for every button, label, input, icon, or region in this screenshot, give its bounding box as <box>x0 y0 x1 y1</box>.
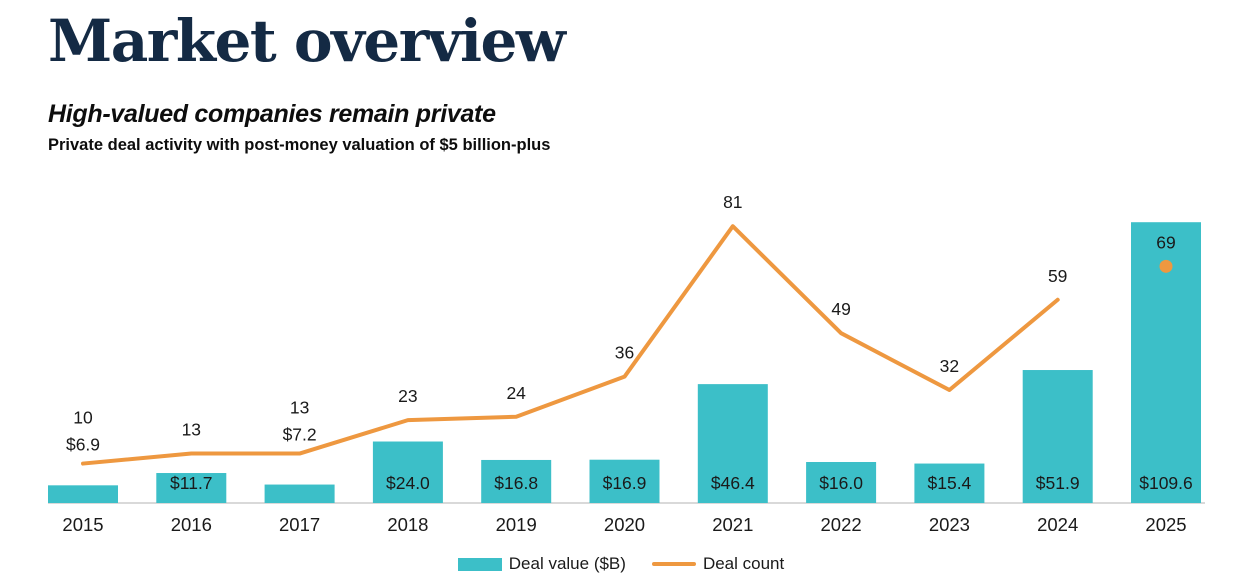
legend-item-deal-count: Deal count <box>651 554 785 574</box>
count-label-2024: 59 <box>1048 266 1067 286</box>
bar-2015 <box>48 485 118 503</box>
chart-subtitle: High-valued companies remain private <box>48 99 496 128</box>
deal-value-swatch-icon <box>457 557 502 571</box>
bar-value-label-2020: $16.9 <box>603 473 647 493</box>
bar-value-label-2025: $109.6 <box>1139 473 1193 493</box>
x-axis-label-2019: 2019 <box>496 514 537 535</box>
bar-2019 <box>481 459 552 503</box>
x-axis-label-2015: 2015 <box>62 514 103 535</box>
deal-count-point-2025 <box>1159 259 1173 273</box>
count-label-2016: 13 <box>182 420 201 440</box>
count-label-2022: 49 <box>831 299 850 319</box>
bar-2018 <box>372 441 443 503</box>
count-label-2021: 81 <box>723 192 742 212</box>
bar-value-label-2015: $6.9 <box>66 435 100 455</box>
count-label-2020: 36 <box>615 343 634 363</box>
bar-value-label-2021: $46.4 <box>711 473 755 493</box>
bar-2022 <box>806 462 877 503</box>
x-axis-label-2022: 2022 <box>821 514 862 535</box>
count-label-2023: 32 <box>940 356 959 376</box>
bar-value-label-2016: $11.7 <box>170 473 213 493</box>
bar-2024 <box>1022 370 1093 503</box>
bar-value-label-2019: $16.8 <box>494 473 538 493</box>
x-axis-label-2020: 2020 <box>604 514 645 535</box>
x-axis-label-2016: 2016 <box>171 514 212 535</box>
bar-2017 <box>264 484 335 503</box>
bar-2016 <box>156 473 227 503</box>
x-axis-label-2024: 2024 <box>1037 514 1078 535</box>
page-title: Market overview <box>48 7 566 75</box>
x-axis-label-2025: 2025 <box>1145 514 1186 535</box>
bar-value-label-2017: $7.2 <box>283 425 317 445</box>
bar-2023 <box>914 463 985 503</box>
legend-item-deal-value: Deal value ($B) <box>457 554 626 574</box>
count-label-2015: 10 <box>73 408 93 428</box>
chart-description: Private deal activity with post-money va… <box>48 135 551 154</box>
deal-count-line <box>81 224 1060 466</box>
bar-value-label-2018: $24.0 <box>386 473 430 493</box>
count-label-2017: 13 <box>290 398 309 418</box>
chart-legend: Deal value ($B) Deal count <box>0 554 1242 574</box>
count-label-2025: 69 <box>1156 232 1175 252</box>
x-axis-label-2017: 2017 <box>279 514 320 535</box>
x-axis-label-2021: 2021 <box>712 514 753 535</box>
legend-label-deal-count: Deal count <box>702 554 785 573</box>
bar-value-label-2023: $15.4 <box>928 473 972 493</box>
bar-2020 <box>589 459 660 503</box>
legend-label-deal-value: Deal value ($B) <box>508 554 626 573</box>
bar-2021 <box>697 384 768 503</box>
deal-count-swatch-icon <box>651 561 696 567</box>
bar-value-label-2024: $51.9 <box>1036 473 1080 493</box>
x-axis-label-2023: 2023 <box>929 514 970 535</box>
x-axis-label-2018: 2018 <box>387 514 428 535</box>
count-label-2019: 24 <box>506 383 526 403</box>
bar-value-label-2022: $16.0 <box>819 473 863 493</box>
header: Market overview High-valued companies re… <box>48 7 1198 155</box>
count-label-2018: 23 <box>398 386 417 406</box>
